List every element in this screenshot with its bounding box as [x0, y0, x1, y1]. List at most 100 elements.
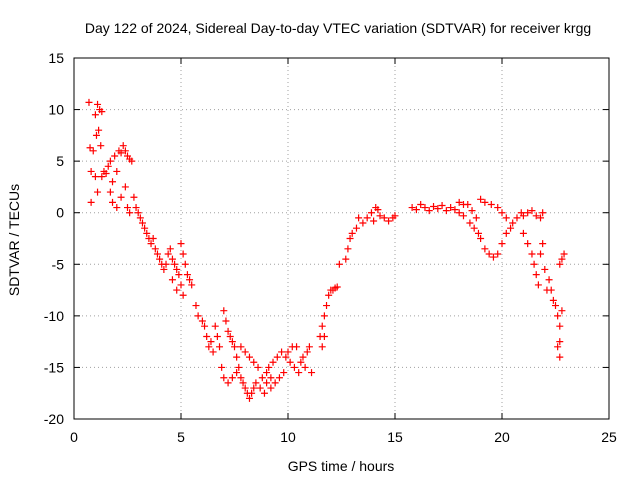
data-point	[91, 111, 99, 119]
data-point	[186, 276, 194, 284]
data-point	[355, 214, 363, 222]
data-point	[126, 209, 134, 217]
data-point	[106, 157, 114, 165]
y-tick-label: 10	[48, 102, 64, 118]
data-point	[194, 312, 202, 320]
data-point	[138, 219, 146, 227]
data-point	[106, 188, 114, 196]
data-point	[89, 147, 97, 155]
data-point	[220, 374, 228, 382]
data-point	[459, 200, 467, 208]
data-point	[412, 206, 420, 214]
data-point	[451, 206, 459, 214]
data-point	[179, 250, 187, 258]
data-point	[192, 302, 200, 310]
data-point	[278, 348, 286, 356]
data-point	[275, 374, 283, 382]
data-point	[284, 348, 292, 356]
data-point	[293, 343, 301, 351]
data-point	[370, 217, 378, 225]
data-point	[474, 229, 482, 237]
data-point	[325, 291, 333, 299]
data-point	[260, 389, 268, 397]
data-point	[209, 348, 217, 356]
data-point	[166, 245, 174, 253]
data-point	[391, 212, 399, 220]
data-point	[342, 255, 350, 263]
data-point	[545, 276, 553, 284]
data-point	[344, 245, 352, 253]
data-point	[380, 214, 388, 222]
data-point	[220, 307, 228, 315]
data-point	[541, 265, 549, 273]
data-point	[455, 198, 463, 206]
data-point	[271, 379, 279, 387]
data-point	[86, 144, 94, 152]
data-point	[269, 358, 277, 366]
data-point	[113, 167, 121, 175]
data-point	[507, 224, 515, 232]
data-point	[308, 369, 316, 377]
data-point	[94, 100, 102, 108]
data-point	[109, 198, 117, 206]
data-point	[470, 224, 478, 232]
data-point	[359, 219, 367, 227]
data-point	[97, 142, 105, 150]
data-point	[226, 332, 234, 340]
data-point	[534, 281, 542, 289]
data-point	[532, 212, 540, 220]
data-point	[258, 374, 266, 382]
data-point	[267, 384, 275, 392]
data-point	[171, 260, 179, 268]
data-point	[156, 255, 164, 263]
data-point	[237, 343, 245, 351]
data-point	[124, 204, 131, 212]
data-point	[556, 260, 564, 268]
x-tick-label: 5	[177, 429, 185, 445]
data-point	[201, 322, 209, 330]
axis-ticks: 0 5 10 15 20 25 -20 -15 -10 -5 0 5 10 15	[44, 50, 617, 445]
data-point	[333, 283, 341, 291]
data-point	[447, 204, 455, 212]
data-point	[85, 98, 93, 106]
data-point	[87, 198, 95, 206]
data-point	[318, 343, 326, 351]
data-point	[539, 209, 547, 217]
data-point	[556, 353, 564, 361]
data-point	[485, 250, 493, 258]
data-point	[98, 108, 106, 116]
data-point	[237, 374, 245, 382]
data-point	[430, 203, 438, 211]
data-point	[494, 250, 502, 258]
data-point	[374, 206, 382, 214]
data-point	[198, 317, 206, 325]
data-point	[466, 219, 474, 227]
data-point	[222, 317, 230, 325]
data-point	[438, 201, 446, 209]
data-point	[477, 235, 485, 242]
data-point	[363, 214, 371, 222]
data-point	[162, 260, 170, 268]
data-point	[134, 209, 142, 217]
data-point	[537, 250, 545, 258]
data-point	[143, 229, 151, 237]
x-axis-label: GPS time / hours	[288, 458, 395, 474]
data-point	[136, 214, 144, 222]
data-point	[489, 253, 497, 261]
data-point	[245, 353, 253, 361]
data-point	[104, 162, 112, 170]
data-point	[532, 271, 540, 279]
data-point	[524, 209, 532, 217]
data-point	[468, 207, 476, 215]
data-point	[301, 363, 309, 371]
data-point	[537, 214, 545, 222]
data-point	[102, 170, 110, 178]
data-point	[175, 271, 183, 279]
data-point	[295, 369, 303, 377]
data-point	[254, 363, 262, 371]
data-point	[530, 260, 538, 268]
data-point	[273, 353, 281, 361]
data-point	[177, 281, 185, 289]
y-tick-label: -5	[52, 256, 65, 272]
data-point	[149, 235, 157, 242]
